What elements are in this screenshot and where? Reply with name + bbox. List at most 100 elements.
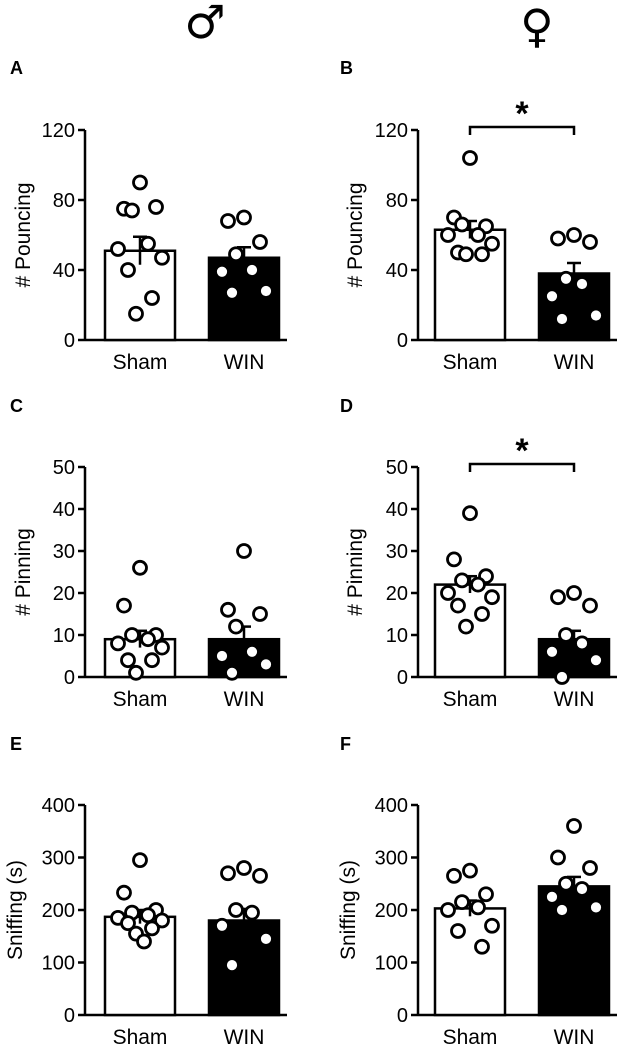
data-point xyxy=(554,669,570,685)
data-point xyxy=(440,585,456,601)
x-category-label: WIN xyxy=(224,351,265,374)
panel-letter: D xyxy=(340,396,353,416)
data-point xyxy=(214,263,230,280)
panel-e: E Sniffing (s) 0 100 200 300 400 Sham WIN xyxy=(4,734,287,1045)
y-tick-label: 80 xyxy=(386,190,408,212)
y-tick-label: 0 xyxy=(64,1005,75,1027)
y-tick-label: 30 xyxy=(53,541,75,563)
data-point xyxy=(550,849,566,866)
data-point xyxy=(458,618,474,635)
data-point xyxy=(244,904,260,921)
data-point xyxy=(544,643,560,660)
panels-container: A # Pouncing 0 40 80 120 Sham WIN B # Pouncing 0 40… xyxy=(4,58,617,1045)
y-tick-label: 40 xyxy=(386,260,408,282)
bar-win xyxy=(537,885,611,1017)
data-point xyxy=(154,639,170,656)
y-tick-label: 30 xyxy=(386,541,408,563)
y-tick-label: 200 xyxy=(375,900,408,922)
data-point xyxy=(132,559,148,576)
y-tick-label: 40 xyxy=(53,499,75,521)
data-point xyxy=(124,627,140,643)
data-point xyxy=(144,290,160,306)
data-point xyxy=(474,246,490,263)
data-point xyxy=(252,867,268,884)
panel-d: D # Pinning 0 10 20 30 40 50 Sham WIN * xyxy=(340,396,617,711)
data-point xyxy=(582,860,598,876)
data-point xyxy=(550,230,566,247)
data-point xyxy=(450,923,466,939)
significance-star: * xyxy=(515,95,529,133)
x-category-label: WIN xyxy=(554,351,595,374)
x-category-label: WIN xyxy=(554,688,595,711)
data-point xyxy=(120,915,136,932)
y-tick-label: 0 xyxy=(64,330,75,352)
data-point xyxy=(588,652,604,669)
y-tick-label: 400 xyxy=(375,795,408,817)
data-point xyxy=(450,597,466,614)
data-point xyxy=(258,283,274,299)
data-point xyxy=(228,246,244,263)
data-point xyxy=(550,589,566,606)
data-point xyxy=(236,209,252,226)
data-point xyxy=(148,199,164,215)
data-point xyxy=(228,902,244,918)
data-point xyxy=(228,618,244,635)
data-point xyxy=(220,601,236,618)
data-point xyxy=(574,635,590,652)
data-point xyxy=(484,235,500,252)
x-category-label: Sham xyxy=(443,351,498,374)
panel-letter: C xyxy=(10,396,23,416)
data-point xyxy=(120,262,136,278)
data-point xyxy=(554,902,570,918)
data-point xyxy=(554,311,570,327)
x-category-label: Sham xyxy=(113,688,168,711)
panel-letter: E xyxy=(10,734,22,754)
y-tick-label: 50 xyxy=(386,457,408,479)
data-point xyxy=(484,917,500,934)
data-point xyxy=(462,150,478,166)
data-point xyxy=(220,213,236,229)
data-point xyxy=(574,881,590,897)
data-point xyxy=(116,884,132,901)
y-axis-title: Sniffing (s) xyxy=(337,860,360,960)
data-point xyxy=(558,627,574,643)
data-point xyxy=(224,664,240,681)
x-category-label: WIN xyxy=(224,688,265,711)
y-tick-label: 120 xyxy=(375,120,408,142)
y-tick-label: 40 xyxy=(386,499,408,521)
data-point xyxy=(470,227,486,243)
y-axis-title: # Pouncing xyxy=(12,182,35,287)
y-tick-label: 80 xyxy=(53,190,75,212)
data-point xyxy=(236,860,252,876)
y-tick-label: 10 xyxy=(386,625,408,647)
data-point xyxy=(470,899,486,916)
data-point xyxy=(544,888,560,905)
y-tick-label: 0 xyxy=(397,667,408,689)
data-point xyxy=(214,648,230,664)
data-point xyxy=(132,174,148,191)
data-point xyxy=(558,270,574,287)
data-point xyxy=(462,862,478,879)
data-point xyxy=(446,551,462,568)
data-point xyxy=(470,576,486,593)
data-point xyxy=(144,920,160,937)
data-point xyxy=(566,585,582,601)
data-point xyxy=(140,235,156,252)
y-tick-label: 10 xyxy=(53,625,75,647)
data-point xyxy=(214,917,230,934)
y-axis-title: # Pinning xyxy=(12,528,35,616)
data-point xyxy=(244,262,260,278)
data-point xyxy=(124,202,140,219)
panel-letter: A xyxy=(10,58,23,78)
data-point xyxy=(220,865,236,882)
y-tick-label: 300 xyxy=(42,848,75,870)
data-point xyxy=(582,597,598,614)
data-point xyxy=(474,606,490,622)
data-point xyxy=(140,907,156,924)
significance-bracket xyxy=(468,125,576,135)
x-category-label: WIN xyxy=(224,1026,265,1045)
data-point xyxy=(154,912,170,929)
x-category-label: Sham xyxy=(443,688,498,711)
y-tick-label: 20 xyxy=(53,583,75,605)
